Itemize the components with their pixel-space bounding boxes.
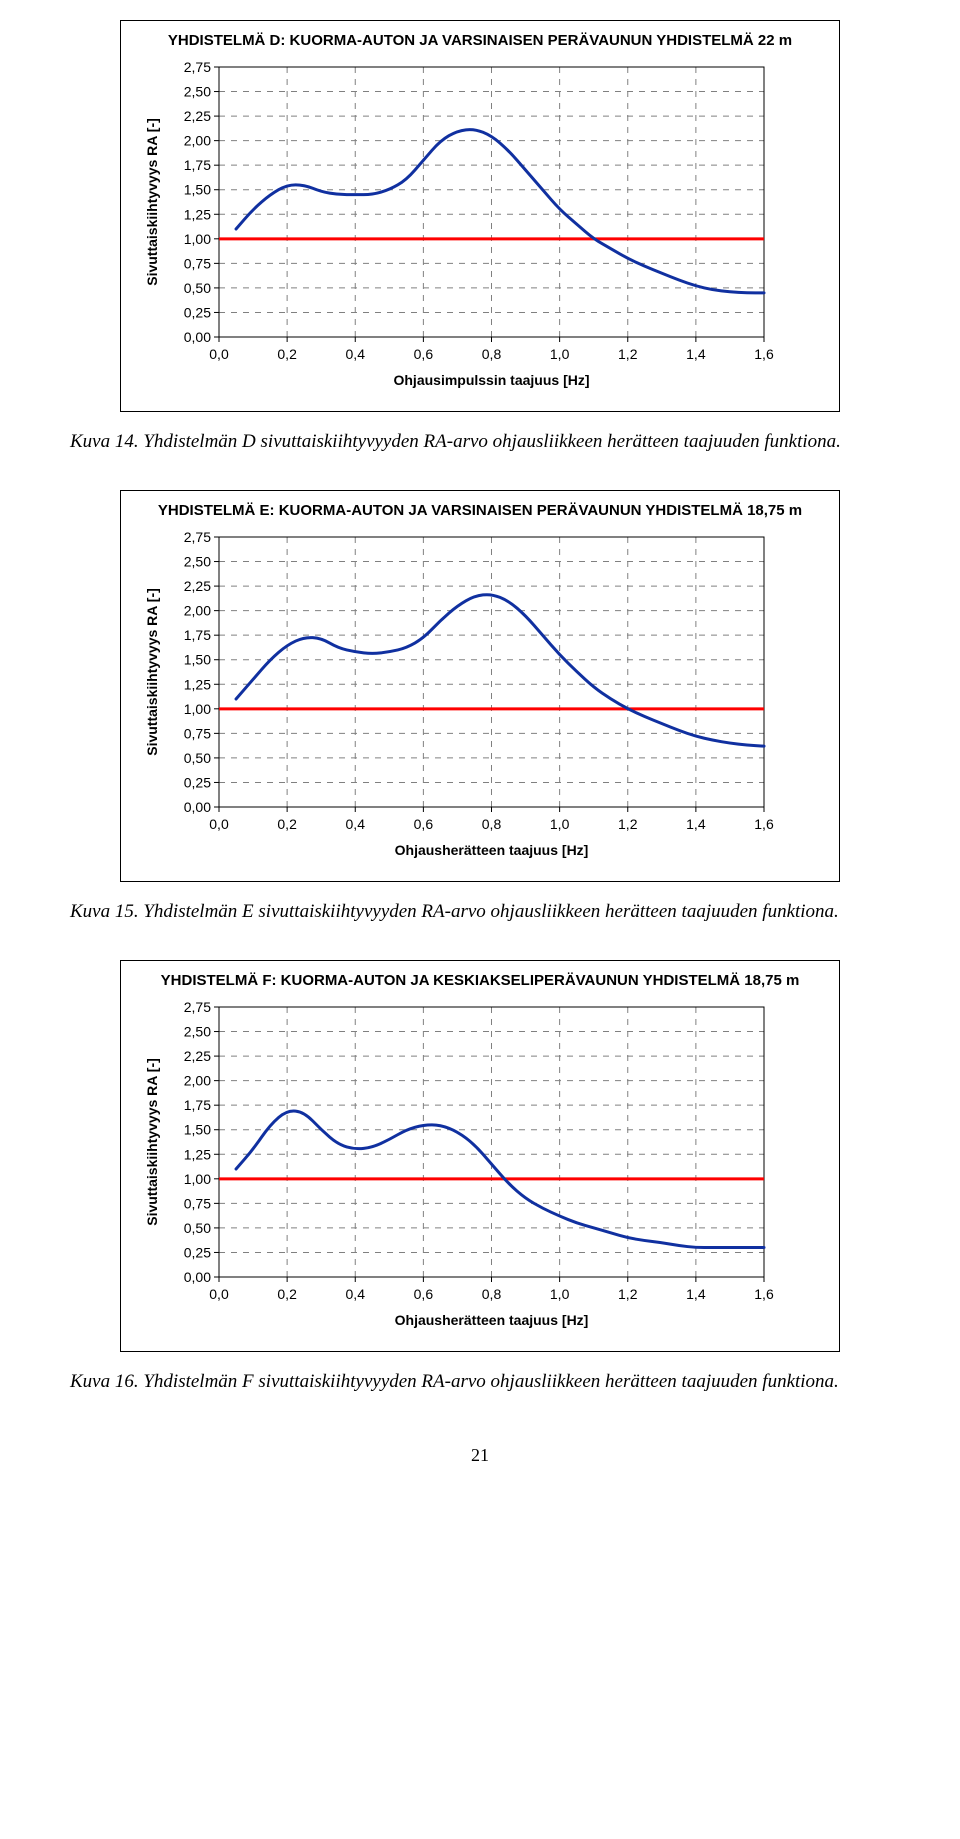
ytick-label: 0,25: [184, 1244, 211, 1260]
xtick-label: 0,4: [346, 346, 366, 362]
caption-14: Kuva 14. Yhdistelmän D sivuttaiskiihtyvy…: [70, 430, 890, 455]
ytick-label: 0,75: [184, 1195, 211, 1211]
ytick-label: 1,25: [184, 1146, 211, 1162]
xtick-label: 0,2: [277, 1286, 297, 1302]
y-axis-label: Sivuttaiskiihtyvyys RA [-]: [144, 1058, 160, 1226]
ytick-label: 0,25: [184, 304, 211, 320]
xtick-label: 1,2: [618, 1286, 638, 1302]
chart-svg: 2,75 2,50 2,25 2,00 1,75 1,50 1,25 1,00 0,75 0,50…: [139, 57, 779, 397]
xtick-label: 1,4: [686, 1286, 706, 1302]
xtick-label: 0,8: [482, 1286, 502, 1302]
ytick-label: 0,25: [184, 774, 211, 790]
ytick-label: 1,00: [184, 230, 211, 246]
chart-svg: 2,75 2,50 2,25 2,00 1,75 1,50 1,25 1,00 0,75 0,50…: [139, 527, 779, 867]
ytick-label: 1,75: [184, 627, 211, 643]
ytick-label: 1,75: [184, 1097, 211, 1113]
page-number: 21: [70, 1445, 890, 1466]
chart-f-container: YHDISTELMÄ F: KUORMA-AUTON JA KESKIAKSEL…: [120, 960, 840, 1352]
ytick-label: 0,00: [184, 799, 211, 815]
ytick-label: 1,00: [184, 701, 211, 717]
chart-f-title: YHDISTELMÄ F: KUORMA-AUTON JA KESKIAKSEL…: [139, 971, 821, 991]
ytick-label: 1,50: [184, 181, 211, 197]
chart-d-container: YHDISTELMÄ D: KUORMA-AUTON JA VARSINAISE…: [120, 20, 840, 412]
xtick-label: 1,6: [754, 1286, 774, 1302]
xtick-label: 1,0: [550, 346, 570, 362]
ytick-label: 1,25: [184, 206, 211, 222]
xtick-label: 1,0: [550, 1286, 570, 1302]
x-axis-label: Ohjausherätteen taajuus [Hz]: [395, 1312, 589, 1328]
chart-f-svg-holder: 2,75 2,50 2,25 2,00 1,75 1,50 1,25 1,00 0,75 0,50…: [139, 997, 821, 1337]
x-axis-label: Ohjausimpulssin taajuus [Hz]: [393, 372, 589, 388]
ytick-label: 0,50: [184, 1220, 211, 1236]
xtick-label: 0,2: [277, 346, 297, 362]
xtick-label: 1,2: [618, 346, 638, 362]
ytick-label: 1,50: [184, 1122, 211, 1138]
ytick-label: 2,50: [184, 553, 211, 569]
xtick-label: 0,0: [209, 1286, 229, 1302]
xtick-label: 0,6: [414, 816, 434, 832]
xtick-label: 0,4: [346, 816, 366, 832]
ytick-label: 2,50: [184, 1023, 211, 1039]
chart-e-title: YHDISTELMÄ E: KUORMA-AUTON JA VARSINAISE…: [139, 501, 821, 521]
ytick-label: 2,00: [184, 1073, 211, 1089]
chart-svg: 2,75 2,50 2,25 2,00 1,75 1,50 1,25 1,00 0,75 0,50…: [139, 997, 779, 1337]
ytick-label: 0,50: [184, 750, 211, 766]
ytick-label: 2,75: [184, 59, 211, 75]
ytick-label: 2,25: [184, 108, 211, 124]
ytick-label: 2,50: [184, 83, 211, 99]
xtick-label: 1,0: [550, 816, 570, 832]
xtick-label: 0,0: [209, 816, 229, 832]
ytick-label: 2,75: [184, 529, 211, 545]
ytick-label: 0,75: [184, 725, 211, 741]
chart-d-title: YHDISTELMÄ D: KUORMA-AUTON JA VARSINAISE…: [139, 31, 821, 51]
xtick-label: 1,4: [686, 816, 706, 832]
caption-16: Kuva 16. Yhdistelmän F sivuttaiskiihtyvy…: [70, 1370, 890, 1395]
ytick-label: 2,25: [184, 578, 211, 594]
ytick-label: 2,25: [184, 1048, 211, 1064]
xtick-label: 1,2: [618, 816, 638, 832]
ytick-label: 2,00: [184, 132, 211, 148]
caption-15: Kuva 15. Yhdistelmän E sivuttaiskiihtyvy…: [70, 900, 890, 925]
xtick-label: 1,4: [686, 346, 706, 362]
y-axis-label: Sivuttaiskiihtyvyys RA [-]: [144, 118, 160, 286]
chart-e-svg-holder: 2,75 2,50 2,25 2,00 1,75 1,50 1,25 1,00 0,75 0,50…: [139, 527, 821, 867]
xtick-label: 0,8: [482, 346, 502, 362]
xtick-label: 0,8: [482, 816, 502, 832]
chart-e-container: YHDISTELMÄ E: KUORMA-AUTON JA VARSINAISE…: [120, 490, 840, 882]
chart-d-svg-holder: 2,75 2,50 2,25 2,00 1,75 1,50 1,25 1,00 0,75 0,50…: [139, 57, 821, 397]
ytick-label: 1,50: [184, 651, 211, 667]
xtick-label: 0,4: [346, 1286, 366, 1302]
xtick-label: 1,6: [754, 816, 774, 832]
x-axis-label: Ohjausherätteen taajuus [Hz]: [395, 842, 589, 858]
ytick-label: 2,75: [184, 999, 211, 1015]
ytick-label: 1,00: [184, 1171, 211, 1187]
xtick-label: 0,6: [414, 1286, 434, 1302]
ytick-label: 2,00: [184, 602, 211, 618]
xtick-label: 0,6: [414, 346, 434, 362]
xtick-label: 0,0: [209, 346, 229, 362]
ytick-label: 1,75: [184, 157, 211, 173]
y-axis-label: Sivuttaiskiihtyvyys RA [-]: [144, 588, 160, 756]
ytick-label: 0,00: [184, 1269, 211, 1285]
ytick-label: 0,00: [184, 329, 211, 345]
xtick-label: 1,6: [754, 346, 774, 362]
ytick-label: 0,50: [184, 279, 211, 295]
ytick-label: 0,75: [184, 255, 211, 271]
xtick-label: 0,2: [277, 816, 297, 832]
ytick-label: 1,25: [184, 676, 211, 692]
